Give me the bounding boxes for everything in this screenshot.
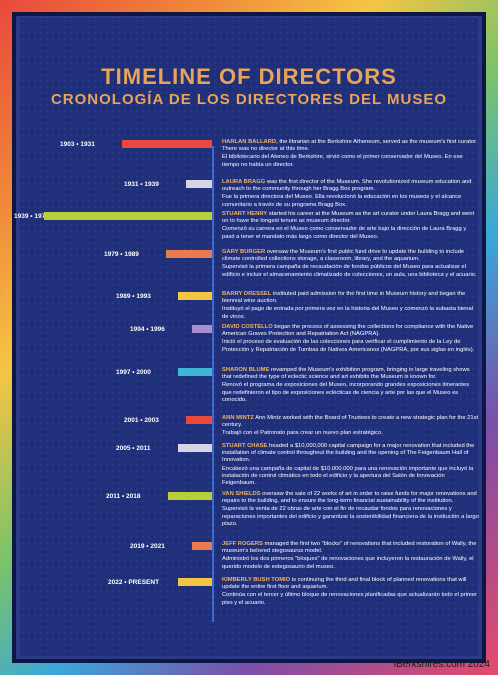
timeline-entry: KIMBERLY BUSH TOMIO is continuing the th… xyxy=(222,577,480,607)
director-name: LAURA BRAGG xyxy=(222,179,266,185)
entry-tenure-bar xyxy=(192,325,212,333)
director-name: STUART HENRY xyxy=(222,211,268,217)
entry-tenure-bar xyxy=(178,368,212,376)
title-english: TIMELINE OF DIRECTORS xyxy=(101,64,397,89)
entry-text-spanish: Supervisó la primera campaña de recaudac… xyxy=(222,264,477,278)
photo-credit: iBerkshires.com 2024 xyxy=(393,659,490,670)
title-spanish: CRONOLOGÍA DE LOS DIRECTORES DEL MUSEO xyxy=(50,91,448,108)
entry-text-english: headed a $10,000,000 capital campaign fo… xyxy=(222,443,475,464)
entry-tenure-bar xyxy=(192,542,212,550)
timeline-entry: VAN SHIELDS oversaw the sale of 22 works… xyxy=(222,491,480,528)
entry-text-english: began the process of assessing the colle… xyxy=(222,324,474,338)
entry-tenure-bar xyxy=(178,578,212,586)
timeline-entry: ANN MINTZ Ann Mintz worked with the Boar… xyxy=(222,415,480,438)
entry-tenure-bar xyxy=(44,212,212,220)
entry-tenure-bar xyxy=(186,416,212,424)
entry-text-spanish: El bibliotecario del Ateneo de Berkshire… xyxy=(222,154,463,168)
entry-text-spanish: Comenzó su carrera en el Museo como cons… xyxy=(222,226,467,240)
director-name: DAVID COSTELLO xyxy=(222,324,273,330)
entry-date: 2019 • 2021 xyxy=(130,543,165,550)
timeline-entry: GARY BURGER oversaw the Museum's first p… xyxy=(222,249,480,279)
entry-text-spanish: Renovó el programa de exposiciones del M… xyxy=(222,382,470,403)
entry-text-english: was the first director of the Museum. Sh… xyxy=(222,179,472,193)
entry-text-spanish: Fue la primera directora del Museo. Ella… xyxy=(222,194,462,208)
entry-date: 2005 • 2011 xyxy=(116,445,151,452)
entry-text-english: instituted paid admission for the first … xyxy=(222,291,466,305)
entry-date: 2001 • 2003 xyxy=(124,417,159,424)
director-name: KIMBERLY BUSH TOMIO xyxy=(222,577,291,583)
entry-text-english: the librarian at the Berkshire Atheneum,… xyxy=(222,139,478,153)
entry-tenure-bar xyxy=(186,180,212,188)
director-name: JEFF ROGERS xyxy=(222,541,263,547)
timeline-entry: BARRY DRESSEL instituted paid admission … xyxy=(222,291,480,321)
timeline-entry: STUART HENRY started his career at the M… xyxy=(222,211,480,241)
entry-date: 2011 • 2018 xyxy=(106,493,141,500)
entry-text-english: is continuing the third and final block … xyxy=(222,577,467,591)
entry-date: 1939 • 1978 xyxy=(14,213,49,220)
entry-text-spanish: Supervisó la venta de 22 obras de arte c… xyxy=(222,506,479,527)
director-name: VAN SHIELDS xyxy=(222,491,261,497)
director-name: STUART CHASE xyxy=(222,443,268,449)
entry-text-english: started his career at the Museum as the … xyxy=(222,211,475,225)
entry-text-spanish: Administró los dos primeros "bloques" de… xyxy=(222,556,474,570)
timeline-panel xyxy=(20,18,478,656)
entry-tenure-bar xyxy=(178,444,212,452)
entry-tenure-bar xyxy=(122,140,212,148)
entry-tenure-bar xyxy=(178,292,212,300)
timeline-entry: JEFF ROGERS managed the first two "block… xyxy=(222,541,480,571)
timeline-entry: STUART CHASE headed a $10,000,000 capita… xyxy=(222,443,480,487)
entry-date: 1931 • 1939 xyxy=(124,181,159,188)
entry-date: 1903 • 1931 xyxy=(60,141,95,148)
entry-text-english: oversaw the Museum's first public fund d… xyxy=(222,249,465,263)
entry-tenure-bar xyxy=(166,250,212,258)
timeline-entry: HARLAN BALLARD, the librarian at the Ber… xyxy=(222,139,480,169)
entry-tenure-bar xyxy=(168,492,212,500)
timeline-entry: DAVID COSTELLO began the process of asse… xyxy=(222,324,480,354)
director-name: GARY BURGER xyxy=(222,249,266,255)
timeline-entry: LAURA BRAGG was the first director of th… xyxy=(222,179,480,209)
entry-date: 1989 • 1993 xyxy=(116,293,151,300)
timeline-axis xyxy=(212,146,214,622)
entry-date: 1994 • 1996 xyxy=(130,326,165,333)
entry-text-english: revamped the Museum's exhibition program… xyxy=(222,367,470,381)
entry-date: 1997 • 2000 xyxy=(116,369,151,376)
entry-text-spanish: Inició el proceso de evaluación de las c… xyxy=(222,339,475,353)
director-name: ANN MINTZ xyxy=(222,415,254,421)
entry-text-spanish: Continúa con el tercer y último bloque d… xyxy=(222,592,477,606)
director-name: SHARON BLUME xyxy=(222,367,270,373)
entry-text-english: Ann Mintz worked with the Board of Trust… xyxy=(222,415,479,429)
entry-text-spanish: Instituyó el pago de entrada por primera… xyxy=(222,306,474,320)
entry-text-english: managed the first two "blocks" of renova… xyxy=(222,541,477,555)
entry-date: 2022 • PRESENT xyxy=(108,579,160,586)
timeline-entry: SHARON BLUME revamped the Museum's exhib… xyxy=(222,367,480,404)
entry-text-spanish: Trabajó con el Patronato para crear un n… xyxy=(222,430,383,437)
entry-text-spanish: Encabezó una campaña de capital de $10.0… xyxy=(222,465,474,487)
director-name: BARRY DRESSEL xyxy=(222,291,272,297)
entry-text-english: oversaw the sale of 22 works of art in o… xyxy=(222,491,477,505)
director-name: HARLAN BALLARD, xyxy=(222,139,278,145)
entry-date: 1979 • 1989 xyxy=(104,251,139,258)
